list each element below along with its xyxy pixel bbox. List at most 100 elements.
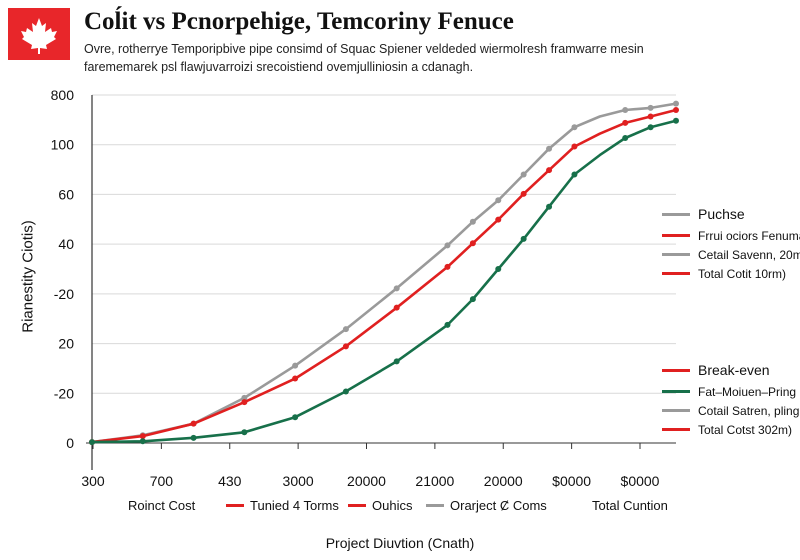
data-point [190, 420, 197, 427]
data-point [342, 343, 349, 350]
legend-label: Fat–Moiuen–Pring [698, 384, 797, 399]
data-point [495, 197, 502, 204]
y-tick-label: 40 [58, 236, 74, 252]
bottom-label-text: Orarject Ȼ Coms [450, 498, 547, 513]
bottom-label-swatch [426, 504, 444, 507]
x-tick-label: $0000 [621, 473, 660, 489]
bottom-label-text: Tunied 4 Torms [250, 498, 339, 513]
legend-label: Break-even [698, 362, 770, 378]
data-point [647, 113, 654, 120]
x-tick-label: 300 [81, 473, 105, 489]
data-point [241, 399, 248, 406]
legend-label: Frrui ociors Fenuma [698, 228, 800, 243]
bottom-label: Orarject Ȼ Coms [426, 498, 547, 513]
legend-top-entry: Total Cotit 10rm) [662, 264, 800, 283]
bottom-label-text: Total Cuntion [592, 498, 668, 513]
legend-label: Total Cotst 302m) [698, 422, 793, 437]
data-point [520, 171, 527, 178]
legend-bottom-entry: Cotail Satren, pling [662, 401, 799, 420]
legend-swatch [662, 368, 690, 372]
y-axis-label: Rianestity Ciotis) [19, 220, 37, 333]
x-tick-label: 700 [150, 473, 174, 489]
bottom-label-swatch [348, 504, 366, 507]
data-point [571, 171, 578, 178]
bottom-label: Total Cuntion [592, 498, 668, 513]
legend-swatch [662, 253, 690, 256]
bottom-label: Roinct Cost [128, 498, 195, 513]
legend-top: Puchse Frrui ociors Fenuma Cetail Savenn, … [662, 202, 800, 283]
data-point [190, 434, 197, 441]
legend-label: Total Cotit 10rm) [698, 266, 787, 281]
data-point [571, 143, 578, 150]
legend-top-entry: Cetail Savenn, 20m [662, 245, 800, 264]
chart-title: Coĺit vs Pcnorpehige, Temcoriny Fenuce [84, 8, 514, 35]
x-tick-label: $0000 [552, 473, 591, 489]
data-point [241, 429, 248, 436]
bottom-label-text: Roinct Cost [128, 498, 196, 513]
legend-swatch [662, 212, 690, 216]
data-point [444, 242, 451, 249]
legend-swatch [662, 428, 690, 431]
data-point [622, 107, 629, 114]
y-tick-label: -20 [54, 385, 74, 401]
data-point [444, 321, 451, 328]
bottom-label-text: Ouhics [372, 498, 413, 513]
legend-bottom-entry: Fat–Moiuen–Pring [662, 382, 799, 401]
data-point [673, 107, 679, 114]
legend-bottom: Break-even Fat–Moiuen–Pring Cotail Satren,… [662, 358, 799, 439]
bottom-label: Tunied 4 Torms [226, 498, 339, 513]
x-tick-label: 20000 [347, 473, 386, 489]
legend-swatch [662, 272, 690, 275]
x-axis-label: Project Diuvtion (Cnath) [325, 535, 475, 551]
data-point [469, 218, 476, 225]
data-point [342, 388, 349, 395]
data-point [139, 438, 146, 445]
y-tick-label: 100 [51, 137, 75, 153]
data-point [469, 240, 476, 247]
data-point [546, 145, 553, 152]
legend-bottom-entry: Break-even [662, 358, 799, 382]
legend-label: Puchse [698, 206, 745, 222]
data-point [520, 235, 527, 242]
data-point [469, 296, 476, 303]
data-point [342, 326, 349, 333]
data-point [647, 124, 654, 131]
y-tick-label: 800 [51, 87, 75, 103]
data-point [495, 266, 502, 272]
legend-swatch [662, 234, 690, 237]
data-point [622, 134, 629, 141]
legend-swatch [662, 409, 690, 412]
series-line-2 [91, 108, 677, 444]
y-tick-label: 0 [66, 435, 74, 451]
data-point [546, 203, 553, 210]
series-line-1 [91, 102, 677, 444]
bottom-label: Ouhics [348, 498, 412, 513]
data-point [495, 216, 502, 223]
chart-subtitle: Ovre, rotherrye Temporipbive pipe consim… [84, 42, 644, 74]
bottom-label-row: Roinct Cost Tunied 4 Torms Ouhics Orarject … [0, 498, 800, 518]
data-point [292, 375, 299, 382]
bottom-label-swatch [226, 504, 244, 507]
maple-leaf-flag-icon [8, 8, 70, 60]
data-point [546, 167, 553, 174]
data-point [444, 263, 451, 270]
legend-label: Cotail Satren, pling [698, 403, 800, 418]
legend-swatch [662, 390, 690, 393]
data-point [393, 304, 400, 311]
x-tick-label: 430 [218, 473, 242, 489]
y-tick-label: 60 [58, 186, 74, 202]
y-tick-label: 20 [58, 336, 74, 352]
x-tick-label: 3000 [283, 473, 314, 489]
legend-bottom-entry: Total Cotst 302m) [662, 420, 799, 439]
legend-top-entry: Puchse [662, 202, 800, 226]
data-point [520, 190, 527, 197]
x-tick-label: 20000 [484, 473, 523, 489]
x-tick-label: 21000 [415, 473, 454, 489]
data-point [673, 100, 679, 107]
data-point [89, 439, 95, 446]
data-point [292, 414, 299, 421]
legend-label: Cetail Savenn, 20m [698, 247, 800, 262]
data-point [139, 433, 146, 440]
data-point [571, 124, 578, 131]
